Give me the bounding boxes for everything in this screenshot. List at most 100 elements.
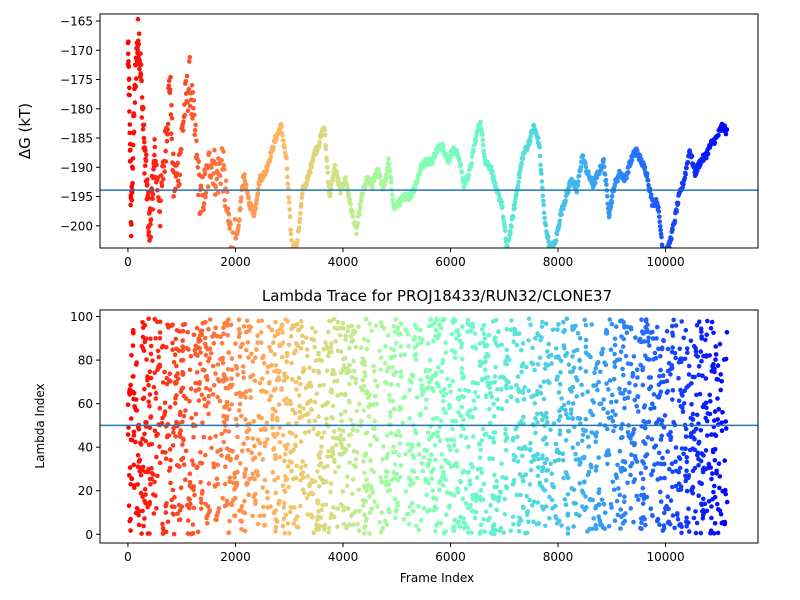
lambda-point <box>454 448 460 454</box>
lambda-point <box>410 500 415 506</box>
lambda-point <box>153 493 158 499</box>
lambda-point <box>213 517 218 522</box>
delta-g-point <box>136 38 141 44</box>
lambda-point <box>173 395 178 401</box>
delta-g-point <box>237 217 242 222</box>
delta-g-point <box>138 62 144 67</box>
lambda-point <box>712 458 718 463</box>
lambda-point <box>210 363 216 369</box>
lambda-point <box>252 443 257 449</box>
lambda-point <box>200 367 206 373</box>
lambda-point <box>694 412 700 418</box>
lambda-point <box>693 349 699 354</box>
lambda-point <box>492 472 497 478</box>
lambda-point <box>393 515 398 521</box>
lambda-point <box>152 428 158 434</box>
lambda-point <box>185 531 191 536</box>
lambda-point <box>450 378 456 384</box>
delta-g-point <box>689 153 695 159</box>
lambda-point <box>633 335 638 340</box>
lambda-point <box>235 372 240 378</box>
lambda-point <box>233 391 239 397</box>
delta-g-point <box>287 207 293 212</box>
lambda-point <box>488 391 493 396</box>
delta-g-point <box>330 177 336 182</box>
lambda-point <box>495 397 500 402</box>
lambda-point <box>138 473 144 478</box>
delta-g-axes-frame <box>99 13 759 249</box>
lambda-point <box>149 476 154 482</box>
lambda-point <box>534 411 540 417</box>
lambda-point <box>230 449 235 454</box>
lambda-point <box>203 319 208 325</box>
lambda-point <box>191 484 196 489</box>
lambda-point <box>526 338 531 343</box>
lambda-point <box>444 459 450 465</box>
lambda-point <box>426 341 431 346</box>
lambda-point <box>421 455 427 460</box>
lambda-point <box>319 444 324 450</box>
lambda-point <box>224 399 230 405</box>
lambda-point <box>341 508 346 513</box>
lambda-point <box>200 420 205 426</box>
lambda-point <box>350 511 356 516</box>
delta-g-point <box>185 108 191 113</box>
lambda-point <box>499 406 505 412</box>
lambda-point <box>215 394 220 400</box>
lambda-point <box>378 529 384 535</box>
lambda-point <box>397 405 403 410</box>
delta-g-point <box>358 198 364 204</box>
lambda-point <box>245 447 251 453</box>
lambda-point <box>193 380 198 386</box>
lambda-point <box>440 357 446 363</box>
lambda-point <box>237 331 242 336</box>
lambda-point <box>716 461 722 466</box>
delta-g-point <box>161 176 166 182</box>
lambda-point <box>134 408 140 413</box>
lambda-point <box>595 359 601 365</box>
lambda-point <box>406 344 411 349</box>
lambda-point <box>669 365 675 371</box>
lambda-point <box>656 395 662 400</box>
lambda-point <box>659 380 664 385</box>
delta-g-point <box>179 146 184 152</box>
lambda-point <box>621 513 626 518</box>
delta-g-point <box>214 176 219 182</box>
delta-g-point <box>454 148 460 153</box>
lambda-point <box>710 497 715 502</box>
lambda-point <box>430 488 436 494</box>
lambda-point <box>346 398 352 404</box>
delta-g-point <box>607 212 612 217</box>
lambda-point <box>708 326 714 331</box>
lambda-point <box>697 480 702 485</box>
lambda-point <box>162 369 167 375</box>
delta-g-point <box>145 193 151 198</box>
lambda-point <box>250 359 256 364</box>
lambda-point <box>571 365 577 371</box>
lambda-point <box>432 504 438 510</box>
lambda-point <box>690 435 696 440</box>
delta-g-point <box>480 132 485 137</box>
delta-g-point <box>541 210 547 216</box>
lambda-point <box>494 479 499 484</box>
lambda-point <box>610 392 615 398</box>
lambda-point <box>353 376 359 382</box>
delta-g-point <box>131 129 137 135</box>
lambda-point <box>634 367 640 373</box>
lambda-point <box>545 419 550 425</box>
lambda-point <box>392 462 398 467</box>
lambda-point <box>691 344 697 349</box>
lambda-point <box>329 387 334 392</box>
lambda-point <box>141 348 147 354</box>
lambda-point <box>641 461 646 466</box>
lambda-point <box>301 475 306 480</box>
lambda-point <box>565 526 571 531</box>
lambda-point <box>559 396 564 401</box>
lambda-point <box>515 434 520 440</box>
lambda-point <box>334 435 339 441</box>
delta-g-point <box>126 59 131 64</box>
lambda-point <box>391 450 396 455</box>
lambda-point <box>709 432 714 437</box>
lambda-point <box>660 528 666 533</box>
delta-g-point <box>325 165 330 170</box>
